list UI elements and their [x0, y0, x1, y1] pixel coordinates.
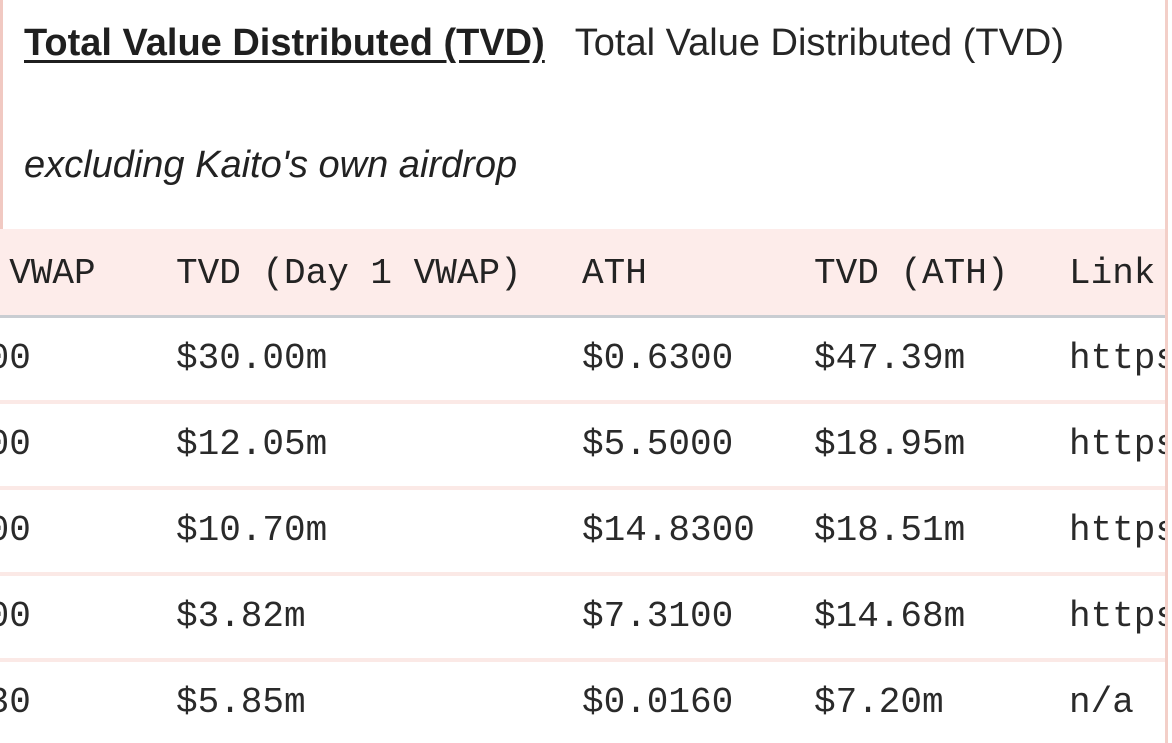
- header-vwap: . VWAP: [0, 253, 96, 294]
- header-ath: ATH: [582, 253, 647, 294]
- header-tvd-day1-vwap: TVD (Day 1 VWAP): [176, 253, 522, 294]
- tvd-table: . VWAP TVD (Day 1 VWAP) ATH TVD (ATH) Li…: [0, 229, 1165, 743]
- table-note: excluding Kaito's own airdrop: [24, 144, 518, 186]
- cell-vwap: 300: [0, 510, 31, 551]
- cell-ath: $14.8300: [582, 510, 755, 551]
- cell-link[interactable]: https: [1069, 510, 1165, 551]
- cell-link: n/a: [1069, 682, 1134, 723]
- table-header-row: . VWAP TVD (Day 1 VWAP) ATH TVD (ATH) Li…: [0, 229, 1165, 318]
- table-row: 000 $3.82m $7.3100 $14.68m https: [0, 576, 1165, 662]
- cell-tvd-day1-vwap: $3.82m: [176, 596, 306, 637]
- cell-link[interactable]: https: [1069, 596, 1165, 637]
- cell-tvd-day1-vwap: $10.70m: [176, 510, 328, 551]
- cell-ath: $5.5000: [582, 424, 734, 465]
- cell-vwap: 000: [0, 596, 31, 637]
- cell-ath: $0.0160: [582, 682, 734, 723]
- section-heading: Total Value Distributed (TVD) Total Value…: [24, 12, 1144, 74]
- table-row: 000 $12.05m $5.5000 $18.95m https: [0, 404, 1165, 490]
- cell-link[interactable]: https: [1069, 338, 1165, 379]
- cell-tvd-day1-vwap: $5.85m: [176, 682, 306, 723]
- cell-tvd-day1-vwap: $30.00m: [176, 338, 328, 379]
- cell-tvd-ath: $47.39m: [814, 338, 966, 379]
- cell-vwap: 130: [0, 682, 31, 723]
- cell-tvd-ath: $18.95m: [814, 424, 966, 465]
- header-link: Link: [1069, 253, 1156, 294]
- cell-vwap: 000: [0, 424, 31, 465]
- cell-ath: $0.6300: [582, 338, 734, 379]
- cell-ath: $7.3100: [582, 596, 734, 637]
- cell-tvd-ath: $14.68m: [814, 596, 966, 637]
- right-border: [1165, 0, 1168, 743]
- cell-link[interactable]: https: [1069, 424, 1165, 465]
- table-row: 000 $30.00m $0.6300 $47.39m https: [0, 318, 1165, 404]
- table-row: 300 $10.70m $14.8300 $18.51m https: [0, 490, 1165, 576]
- cell-tvd-day1-vwap: $12.05m: [176, 424, 328, 465]
- cell-tvd-ath: $7.20m: [814, 682, 944, 723]
- cell-tvd-ath: $18.51m: [814, 510, 966, 551]
- header-tvd-ath: TVD (ATH): [814, 253, 1009, 294]
- cell-vwap: 000: [0, 338, 31, 379]
- tvd-heading-link[interactable]: Total Value Distributed (TVD): [24, 22, 545, 64]
- table-row: 130 $5.85m $0.0160 $7.20m n/a: [0, 662, 1165, 743]
- tvd-heading-text: Total Value Distributed (TVD): [574, 22, 1065, 64]
